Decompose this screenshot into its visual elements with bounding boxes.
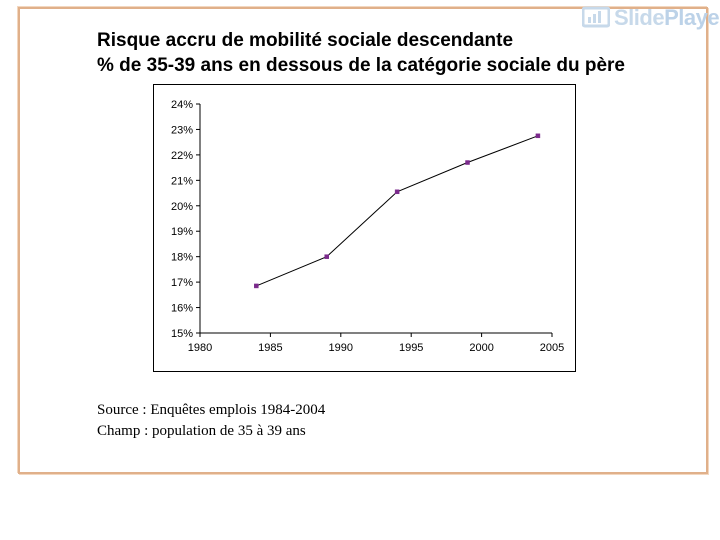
line-chart: 15% 16% 17% 18% 19% 20% 21% 22% 23% 24% 1980 1985 19…: [171, 99, 564, 354]
x-tick-label: 1980: [188, 342, 212, 354]
x-tick-label: 2000: [469, 342, 493, 354]
y-tick-label: 19%: [171, 226, 193, 238]
x-tick-label: 1995: [399, 342, 423, 354]
slideplayer-watermark: SlidePlayer: [582, 3, 720, 33]
y-tick-label: 15%: [171, 328, 193, 340]
x-tick-label: 1985: [258, 342, 282, 354]
data-point-marker: [394, 189, 400, 195]
title-line-1: Risque accru de mobilité sociale descend…: [97, 30, 514, 51]
y-tick-label: 22%: [171, 150, 193, 162]
slideplayer-logo-icon: [582, 6, 610, 28]
y-tick-label: 23%: [171, 124, 193, 136]
champ-line: Champ : population de 35 à 39 ans: [97, 423, 306, 439]
y-tick-label: 24%: [171, 99, 193, 111]
series-line: [256, 135, 539, 287]
watermark-text-slide: Slide: [614, 5, 665, 30]
data-point-marker: [465, 160, 470, 165]
data-point-marker: [254, 283, 259, 289]
y-tick-label: 18%: [171, 252, 193, 264]
title-line-2: % de 35-39 ans en dessous de la catégori…: [97, 55, 626, 76]
y-tick-label: 20%: [171, 201, 193, 213]
data-point-marker: [535, 133, 541, 139]
chart-box: 15% 16% 17% 18% 19% 20% 21% 22% 23% 24% 1980 1985 19…: [153, 84, 576, 372]
x-tick-label: 1990: [329, 342, 353, 354]
y-tick-label: 21%: [171, 175, 193, 187]
x-tick-label: 2005: [540, 342, 564, 354]
y-tick-label: 17%: [171, 277, 193, 289]
watermark-text-player: Player: [664, 5, 720, 30]
source-line: Source : Enquêtes emplois 1984-2004: [97, 402, 326, 418]
y-tick-label: 16%: [171, 303, 193, 315]
slide-frame: [18, 7, 708, 474]
page-title: Risque accru de mobilité sociale descend…: [97, 28, 697, 78]
data-point-marker: [324, 254, 329, 259]
source-notes: Source : Enquêtes emplois 1984-2004 Cham…: [97, 400, 325, 442]
